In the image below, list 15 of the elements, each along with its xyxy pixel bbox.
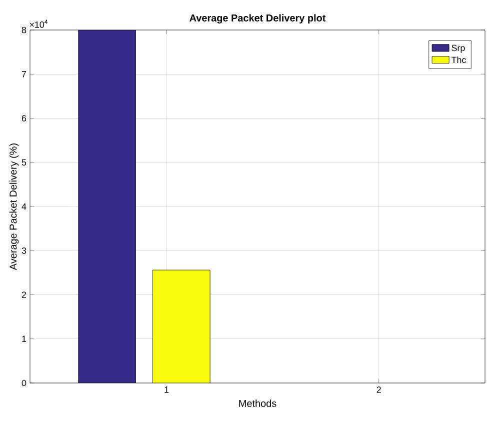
chart-title: Average Packet Delivery plot bbox=[190, 14, 326, 24]
y-tick-label: 2 bbox=[22, 292, 26, 298]
y-tick-label: 0 bbox=[22, 380, 26, 386]
y-tick-label: 5 bbox=[22, 159, 26, 166]
y-tick-label: 8 bbox=[22, 26, 26, 34]
legend-label: Thc bbox=[451, 56, 466, 64]
y-tick-label: 3 bbox=[22, 247, 26, 254]
legend-label: Srp bbox=[452, 44, 465, 53]
y-axis-title: Average Packet Delivery (%) bbox=[9, 144, 19, 270]
text: ×10$^{4}$ bbox=[30, 20, 48, 28]
y-tick-label: 1 bbox=[22, 336, 26, 342]
y-tick-label: 7 bbox=[22, 71, 26, 78]
y-tick-label: 4 bbox=[22, 203, 26, 210]
y-tick-label: 6 bbox=[22, 115, 26, 122]
x-axis-title: Methods bbox=[239, 400, 276, 407]
